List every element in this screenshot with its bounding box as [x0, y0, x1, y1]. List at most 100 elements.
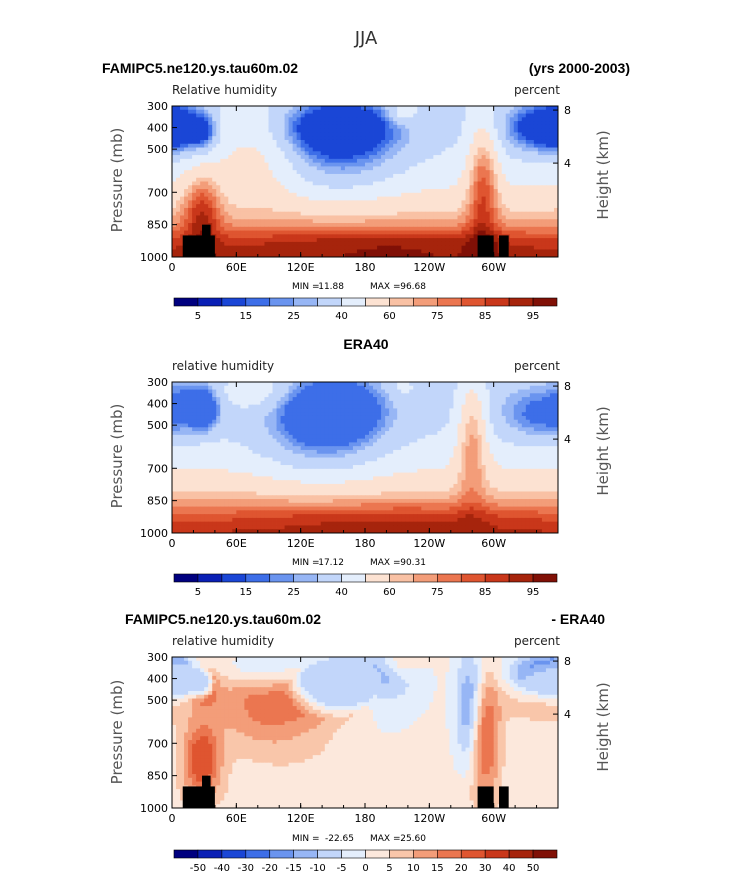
colorbar-swatch [413, 297, 438, 307]
field-cell [272, 234, 277, 239]
field-cell [268, 196, 273, 201]
field-cell [244, 223, 249, 228]
field-cell [200, 139, 205, 145]
field-cell [421, 189, 426, 194]
field-cell [200, 382, 205, 387]
field-cell [537, 207, 543, 213]
field-cell [324, 404, 330, 409]
field-cell [481, 124, 487, 130]
field-cell [501, 128, 507, 133]
field-cell [545, 226, 551, 231]
field-cell [320, 139, 326, 145]
field-cell [425, 121, 430, 126]
field-cell [385, 397, 390, 402]
field-cell [545, 192, 551, 197]
field-cell [465, 382, 470, 387]
field-cell [369, 241, 374, 247]
field-cell [276, 245, 281, 250]
field-cell [264, 241, 269, 247]
field-cell [316, 226, 322, 231]
field-cell [529, 147, 535, 152]
field-cell [393, 151, 398, 156]
field-cell [513, 124, 519, 130]
field-cell [381, 158, 386, 164]
field-cell [513, 211, 519, 216]
field-cell [377, 215, 382, 220]
field-cell [236, 192, 241, 197]
field-cell [284, 245, 289, 250]
field-cell [352, 234, 358, 239]
field-cell [409, 121, 414, 126]
field-cell [256, 223, 261, 228]
field-cell [328, 415, 334, 421]
field-cell [397, 124, 402, 130]
field-cell [369, 238, 374, 243]
field-cell [260, 207, 265, 213]
field-cell [529, 109, 535, 114]
field-cell [429, 143, 434, 148]
field-cell [360, 200, 366, 205]
field-cell [537, 189, 543, 194]
field-cell [236, 177, 241, 182]
field-cell [521, 389, 527, 394]
field-cell [505, 143, 511, 148]
field-cell [336, 185, 342, 190]
field-cell [393, 207, 398, 213]
field-cell [224, 158, 229, 164]
field-cell [344, 113, 350, 118]
field-cell [501, 397, 507, 402]
field-cell [292, 245, 298, 250]
field-cell [356, 404, 362, 409]
field-cell [517, 234, 523, 239]
field-cell [304, 385, 310, 390]
field-cell [212, 166, 217, 171]
field-cell [425, 189, 430, 194]
field-cell [513, 241, 519, 247]
field-cell [212, 385, 217, 390]
panel1-min-value: 11.88 [318, 282, 344, 292]
field-cell [248, 404, 253, 409]
field-cell [553, 249, 559, 254]
field-cell [304, 404, 310, 409]
field-cell [224, 219, 229, 224]
field-cell [272, 389, 277, 394]
field-cell [260, 181, 265, 186]
field-cell [180, 223, 185, 228]
field-cell [477, 408, 482, 413]
field-cell [320, 404, 326, 409]
field-cell [433, 136, 438, 141]
field-cell [445, 196, 450, 201]
field-cell [220, 162, 225, 167]
field-cell [437, 136, 442, 141]
field-cell [188, 106, 193, 111]
field-cell [216, 185, 221, 190]
field-cell [501, 162, 507, 167]
field-cell [393, 389, 398, 394]
field-cell [236, 204, 241, 209]
field-cell [172, 189, 177, 194]
field-cell [264, 139, 269, 145]
field-cell [525, 400, 531, 406]
field-cell [413, 389, 418, 394]
field-cell [537, 404, 543, 409]
field-cell [304, 132, 310, 137]
field-cell [409, 223, 414, 228]
field-cell [292, 147, 298, 152]
field-cell [324, 215, 330, 220]
field-cell [513, 234, 519, 239]
field-cell [481, 419, 487, 424]
field-cell [312, 106, 318, 111]
field-cell [521, 147, 527, 152]
field-cell [312, 158, 318, 164]
field-cell [172, 106, 177, 111]
field-cell [529, 189, 535, 194]
field-cell [240, 400, 245, 406]
field-cell [308, 253, 314, 258]
field-cell [324, 241, 330, 247]
field-cell [525, 189, 531, 194]
field-cell [268, 109, 273, 114]
field-cell [429, 241, 434, 247]
field-cell [509, 400, 515, 406]
field-cell [356, 253, 362, 258]
field-cell [360, 234, 366, 239]
